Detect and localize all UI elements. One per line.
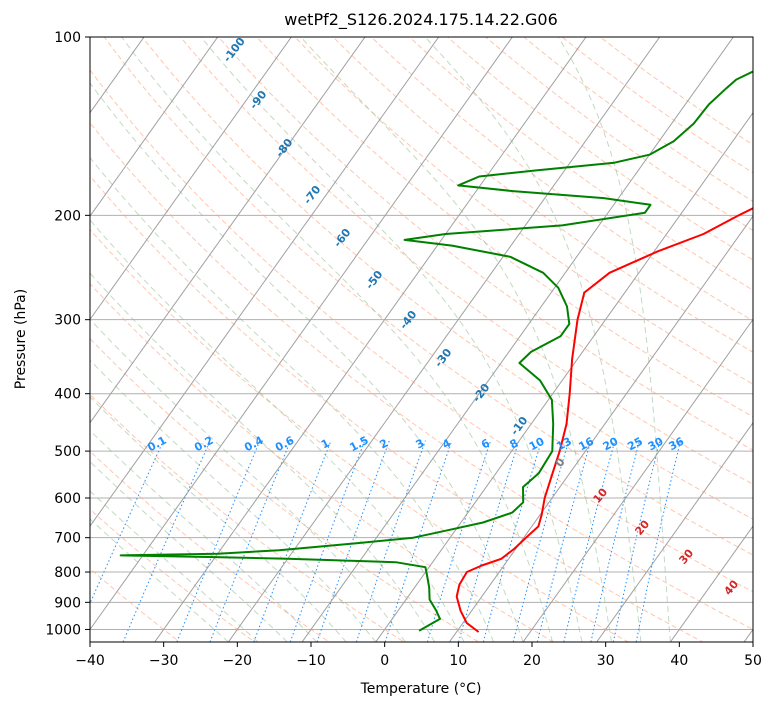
mixing-ratio-label: 20 [601, 435, 621, 454]
moist-adiabat [200, 37, 583, 642]
dry-adiabat [90, 122, 753, 630]
mixing-ratio-line [612, 440, 661, 642]
isotherm-line [90, 37, 366, 424]
mixing-ratio-line [122, 440, 211, 642]
x-tick-label: −20 [223, 653, 253, 669]
isotherm-line [448, 215, 753, 642]
isotherm-line [0, 24, 80, 654]
moist-adiabat [90, 396, 347, 642]
isotherm-line [90, 37, 513, 631]
isotherm-line [90, 37, 219, 217]
moist-adiabat [90, 518, 229, 642]
x-tick-label: −30 [149, 653, 179, 669]
x-tick-label: −40 [75, 653, 105, 669]
temperature-profile-line [455, 207, 753, 633]
x-tick-label: 40 [670, 653, 688, 669]
plot-frame [89, 36, 754, 643]
isotherm-line [522, 318, 753, 642]
mixing-ratio-line [563, 440, 616, 642]
x-tick-label: 50 [744, 653, 762, 669]
mixing-ratio-line [289, 440, 366, 642]
dry-adiabat [90, 69, 753, 593]
dry-adiabat [256, 37, 753, 418]
isotherm-line [375, 111, 753, 642]
moist-adiabat [90, 82, 524, 642]
mixing-ratio-label: 13 [554, 435, 574, 454]
y-tick-label: 1000 [45, 622, 81, 638]
y-tick-label: 200 [54, 208, 81, 224]
moist-adiabat [90, 359, 377, 642]
mixing-ratio-label: 10 [527, 435, 547, 454]
x-axis-label: Temperature (°C) [360, 681, 482, 697]
dry-adiabat [90, 337, 480, 642]
y-tick-label: 700 [54, 531, 81, 547]
isotherm-line [90, 37, 440, 527]
moist-adiabat [90, 219, 465, 642]
mixing-ratio-label: 30 [646, 435, 666, 454]
dry-adiabat [141, 37, 753, 520]
y-tick-label: 300 [54, 313, 81, 329]
isotherm-line [90, 37, 292, 321]
moist-adiabat [121, 37, 553, 642]
dewpoint-profile-line [119, 70, 753, 632]
dry-adiabat [217, 37, 753, 451]
mixing-ratio-line [482, 440, 543, 642]
plot-background [90, 37, 753, 642]
mixing-ratio-line [590, 440, 640, 642]
mixing-ratio-label: 25 [625, 435, 645, 454]
mixing-ratio-label: 16 [576, 435, 596, 454]
moist-adiabat [557, 37, 671, 642]
dry-adiabat [90, 282, 555, 642]
y-tick-label: 100 [54, 30, 81, 46]
mixing-ratio-line [90, 440, 164, 605]
x-tick-label: 20 [523, 653, 541, 669]
x-tick-label: 0 [380, 653, 389, 669]
dry-adiabat [90, 450, 331, 642]
y-tick-label: 900 [54, 595, 81, 611]
x-tick-label: 10 [449, 653, 467, 669]
dry-adiabat [103, 37, 753, 556]
isotherm-line [669, 525, 753, 642]
y-axis-label: Pressure (hPa) [13, 289, 29, 389]
dry-adiabat [90, 175, 704, 642]
x-tick-label: 30 [597, 653, 615, 669]
y-tick-label: 600 [54, 491, 81, 507]
dry-adiabat [332, 37, 753, 353]
y-tick-label: 500 [54, 444, 81, 460]
dry-adiabat [90, 228, 630, 642]
moist-adiabat [90, 490, 259, 642]
mixing-ratio-line [635, 440, 682, 642]
mixing-ratio-label: 36 [667, 434, 687, 453]
mixing-ratio-line [512, 440, 570, 642]
isotherm-line [0, 24, 6, 654]
isotherm-line [301, 37, 734, 642]
y-tick-label: 400 [54, 387, 81, 403]
mixing-ratio-line [427, 440, 492, 642]
mixing-ratio-line [536, 440, 592, 642]
chart-title: wetPf2_S126.2024.175.14.22.G06 [284, 10, 558, 30]
moist-adiabat [424, 37, 642, 642]
mixing-ratio-line [458, 440, 520, 642]
moist-adiabat [90, 318, 406, 642]
mixing-ratio-line [316, 440, 390, 642]
moist-adiabat [300, 37, 612, 642]
isotherm-line [596, 421, 753, 642]
moist-adiabat [90, 272, 436, 642]
x-tick-label: −10 [296, 653, 326, 669]
isotherm-line [154, 37, 587, 642]
moist-adiabat [90, 460, 288, 642]
y-tick-label: 800 [54, 565, 81, 581]
